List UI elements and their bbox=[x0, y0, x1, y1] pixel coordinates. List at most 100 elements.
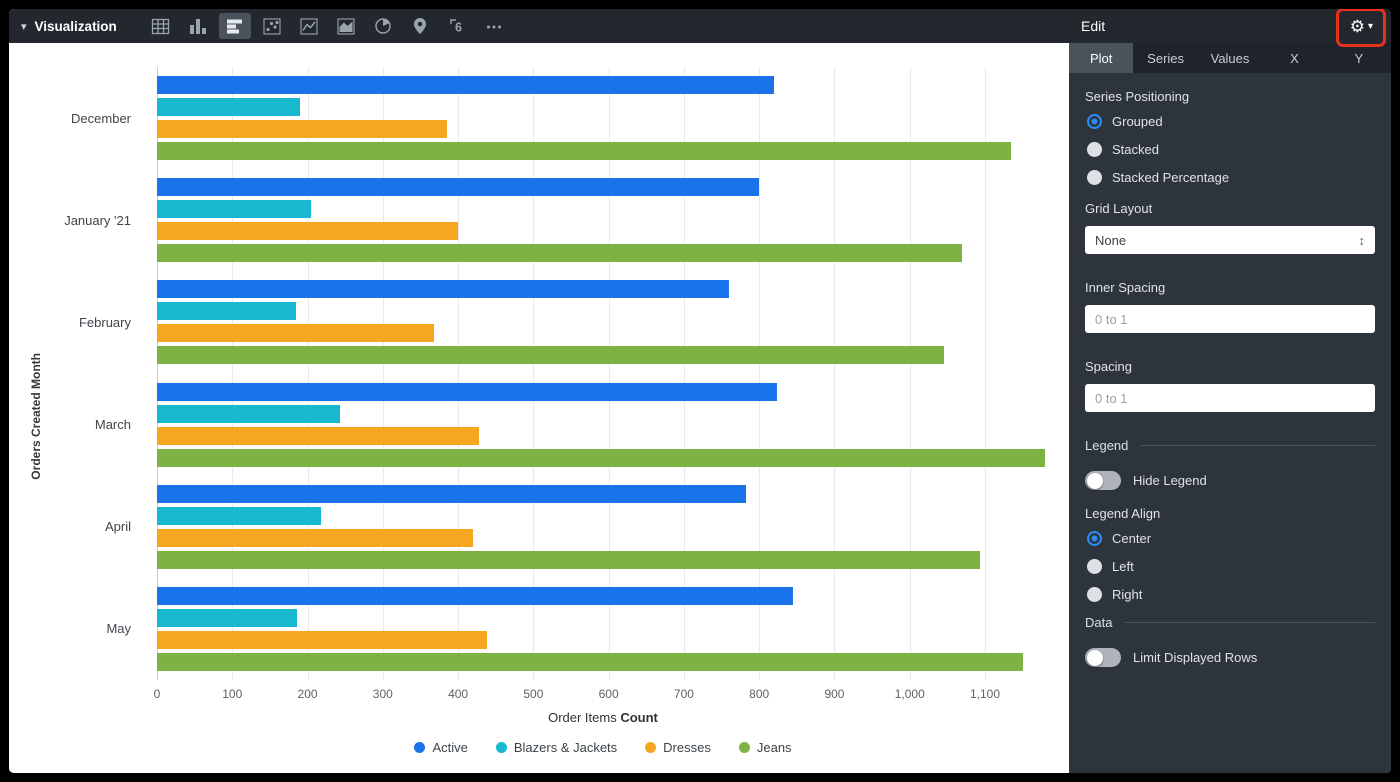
grid-layer bbox=[157, 67, 1049, 680]
gridline bbox=[759, 67, 761, 680]
inner-spacing-input[interactable] bbox=[1085, 305, 1375, 333]
bar-active bbox=[157, 178, 760, 197]
legend-label: Jeans bbox=[756, 740, 792, 755]
toggle-knob bbox=[1086, 472, 1103, 489]
legend-item-blazers-jackets[interactable]: Blazers & Jackets bbox=[495, 740, 617, 755]
x-tick-label: 300 bbox=[372, 687, 393, 701]
series-positioning-label: Series Positioning bbox=[1085, 89, 1190, 104]
legend-section-header: Legend bbox=[1085, 438, 1375, 453]
panel-tabs: Plot Series Values X Y bbox=[1069, 43, 1391, 73]
x-tick-label: 200 bbox=[297, 687, 318, 701]
radio-grouped[interactable]: Grouped bbox=[1087, 114, 1375, 129]
charttype-table-button[interactable] bbox=[145, 13, 177, 39]
chart-canvas: Orders Created Month December January '21… bbox=[9, 43, 1069, 773]
charttype-area-button[interactable] bbox=[330, 13, 362, 39]
tab-values[interactable]: Values bbox=[1210, 50, 1250, 66]
bar-group: May bbox=[47, 586, 1055, 671]
legend-item-active[interactable]: Active bbox=[414, 740, 468, 755]
bar-stack bbox=[157, 484, 1049, 569]
charttype-column-button[interactable] bbox=[182, 13, 214, 39]
inner-spacing-label: Inner Spacing bbox=[1085, 280, 1166, 295]
legend-align-group: Center Left Right bbox=[1085, 531, 1375, 602]
x-tick-label: 800 bbox=[749, 687, 770, 701]
gridline bbox=[157, 67, 158, 680]
grid-layout-value: None bbox=[1095, 232, 1127, 248]
hide-legend-row: Hide Legend bbox=[1085, 471, 1375, 490]
bar-jeans bbox=[157, 550, 980, 569]
category-label: April bbox=[104, 519, 131, 535]
bar-group: April bbox=[47, 484, 1055, 569]
radio-stacked[interactable]: Stacked bbox=[1087, 142, 1375, 157]
visualization-toolbar: ▾ Visualization 6 bbox=[9, 9, 1069, 43]
plot-tab-content: Series Positioning Grouped Stacked Stacked… bbox=[1069, 73, 1391, 773]
spacing-label: Spacing bbox=[1085, 359, 1132, 374]
bar-dresses bbox=[157, 222, 459, 241]
gridline bbox=[834, 67, 836, 680]
charttype-more-button[interactable] bbox=[478, 13, 510, 39]
bar-jeans bbox=[157, 652, 1023, 671]
limit-rows-row: Limit Displayed Rows bbox=[1085, 648, 1375, 667]
bar-group: December bbox=[47, 76, 1055, 161]
x-tick-label: 1,000 bbox=[894, 687, 925, 701]
charttype-pie-button[interactable] bbox=[367, 13, 399, 39]
charttype-map-button[interactable] bbox=[404, 13, 436, 39]
legend-item-dresses[interactable]: Dresses bbox=[645, 740, 711, 755]
bar-jeans bbox=[157, 142, 1012, 161]
charttype-line-button[interactable] bbox=[293, 13, 325, 39]
bar-dresses bbox=[157, 528, 474, 547]
bar-stack bbox=[157, 280, 1049, 365]
bar-blazers-jackets bbox=[157, 608, 297, 627]
legend-swatch bbox=[645, 742, 657, 753]
limit-rows-label: Limit Displayed Rows bbox=[1133, 650, 1258, 665]
category-label: February bbox=[78, 314, 131, 330]
radio-icon bbox=[1087, 587, 1102, 602]
bar-blazers-jackets bbox=[157, 302, 297, 321]
gridline bbox=[307, 67, 309, 680]
tab-x[interactable]: X bbox=[1290, 50, 1299, 66]
updown-arrows-icon: ↕ bbox=[1358, 232, 1366, 248]
tab-y[interactable]: Y bbox=[1354, 50, 1364, 66]
main-column: ▾ Visualization 6 Orders Created Month D… bbox=[9, 9, 1069, 773]
x-axis-title-field: Count bbox=[620, 710, 658, 725]
gear-icon[interactable]: ⚙ bbox=[1349, 16, 1365, 36]
bar-stack bbox=[157, 586, 1049, 671]
chevron-down-icon[interactable]: ▾ bbox=[1367, 20, 1373, 32]
radio-stacked-percentage[interactable]: Stacked Percentage bbox=[1087, 170, 1375, 185]
gridline bbox=[909, 67, 911, 680]
radio-label: Grouped bbox=[1112, 114, 1163, 129]
settings-menu-button[interactable]: ⚙ ▾ bbox=[1335, 9, 1386, 47]
radio-label: Right bbox=[1112, 587, 1143, 602]
charttype-single-value-button[interactable]: 6 bbox=[441, 13, 473, 39]
x-tick-label: 600 bbox=[598, 687, 619, 701]
tab-plot[interactable]: Plot bbox=[1069, 43, 1134, 73]
svg-text:6: 6 bbox=[455, 20, 462, 34]
radio-right[interactable]: Right bbox=[1087, 587, 1375, 602]
radio-label: Stacked Percentage bbox=[1112, 170, 1230, 185]
x-tick-label: 100 bbox=[222, 687, 243, 701]
toggle-knob bbox=[1086, 649, 1103, 666]
radio-left[interactable]: Left bbox=[1087, 559, 1375, 574]
x-axis-title-view: Order Items bbox=[548, 710, 621, 725]
gridline bbox=[458, 67, 460, 680]
limit-rows-toggle[interactable] bbox=[1085, 648, 1121, 667]
panel-title: Edit bbox=[1081, 18, 1106, 34]
charttype-bar-button[interactable] bbox=[218, 13, 251, 39]
radio-center[interactable]: Center bbox=[1087, 531, 1375, 546]
gridline bbox=[533, 67, 535, 680]
x-tick-label: 0 bbox=[153, 687, 161, 701]
chart-body: December January '21 February March April May… bbox=[47, 67, 1055, 765]
bar-group: January '21 bbox=[47, 178, 1055, 263]
charttype-scatter-button[interactable] bbox=[256, 13, 288, 39]
grid-layout-select[interactable]: None ↕ bbox=[1085, 226, 1375, 254]
hide-legend-toggle[interactable] bbox=[1085, 471, 1121, 490]
hide-legend-label: Hide Legend bbox=[1133, 473, 1207, 488]
spacing-input[interactable] bbox=[1085, 384, 1375, 412]
collapse-caret-icon[interactable]: ▾ bbox=[21, 20, 27, 33]
legend-item-jeans[interactable]: Jeans bbox=[738, 740, 792, 755]
chart-legend: Active Blazers & Jackets Dresses Jeans bbox=[157, 740, 1049, 755]
x-tick-label: 1,100 bbox=[970, 687, 1001, 701]
bar-dresses bbox=[157, 120, 447, 139]
x-axis-ticks: 0 100 200 300 400 500 600 700 800 900 1,000 1,100 bbox=[153, 687, 1049, 703]
tab-series[interactable]: Series bbox=[1147, 50, 1185, 66]
data-section-header: Data bbox=[1085, 615, 1375, 630]
